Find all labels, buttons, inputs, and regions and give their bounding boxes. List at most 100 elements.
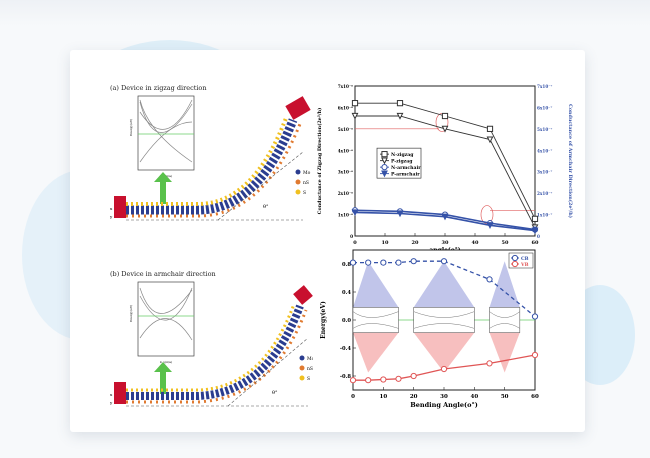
- data-point: [486, 360, 493, 367]
- y-right-tick-label: 0: [537, 234, 540, 239]
- panel-a-device-schematic: Energy(eV) k_y(π/a) θ° Mo nS S x y: [109, 95, 311, 221]
- vb-wedge: [353, 332, 399, 373]
- y-tick-label: -0.4: [340, 346, 352, 352]
- y-left-axis-label: Conductance of Zigzag Direction(2e²/h): [316, 108, 323, 215]
- y-left-tick-label: 1x10⁻⁶: [338, 213, 353, 218]
- data-point: [441, 213, 449, 221]
- x-tick-label: 20: [412, 240, 419, 246]
- legend-marker: [511, 260, 519, 268]
- legend-label: VB: [520, 262, 529, 268]
- data-point: [410, 372, 417, 380]
- data-point: [395, 259, 402, 266]
- axis-y-label: y: [109, 214, 113, 219]
- legend-ns: nS: [307, 366, 313, 372]
- band-curve: [352, 311, 399, 318]
- axis-x-label: x: [110, 206, 113, 211]
- x-tick-label: 20: [410, 394, 418, 400]
- data-point: [365, 259, 372, 266]
- arrow-icon: [154, 172, 172, 204]
- legend-marker: [381, 170, 388, 178]
- y-tick-label: 0.8: [342, 262, 351, 268]
- x-tick-label: 60: [532, 240, 539, 246]
- band-curve: [413, 311, 475, 318]
- y-left-tick-label: 4x10⁻⁶: [338, 148, 353, 153]
- panel-b-device-schematic: Energy(eV) k_y(π/a) θ° Mo nS S x y: [109, 281, 313, 407]
- y-left-tick-label: 0: [350, 234, 353, 239]
- data-point: [441, 125, 449, 133]
- band-curve: [352, 323, 399, 329]
- y-right-tick-label: 7x10⁻⁷: [537, 84, 552, 89]
- atom-chain-ns: [126, 123, 302, 218]
- top-bar: [0, 0, 650, 26]
- data-point: [440, 258, 448, 265]
- data-point: [531, 313, 539, 320]
- energy-chart: 0 10 20 30 40 50 60 -0.8 -0.4 0.0 0.4 0.8 Bending An…: [320, 249, 539, 409]
- data-point: [380, 259, 387, 266]
- data-point: [351, 112, 359, 120]
- legend-mo: Mo: [307, 356, 313, 362]
- band-structure-inset: Energy(eV) k_y(π/a): [129, 281, 195, 364]
- cb-wedge: [413, 261, 475, 308]
- data-point: [441, 112, 449, 120]
- atom-chain-mo: [126, 118, 298, 215]
- x-tick-label: 60: [531, 394, 539, 400]
- angle-label: θ°: [263, 204, 269, 210]
- x-tick-label: 10: [380, 394, 388, 400]
- x-tick-label: 50: [502, 240, 509, 246]
- angle-label: θ°: [272, 390, 278, 396]
- x-tick-label: 30: [440, 394, 448, 400]
- data-point: [531, 227, 539, 235]
- x-tick-label: 10: [382, 240, 389, 246]
- vb-wedge: [413, 332, 475, 373]
- band-inset: [413, 307, 475, 333]
- figure-card: (a) Device in zigzag direction (b) Devic…: [70, 50, 585, 432]
- y-right-tick-label: 5x10⁻⁷: [537, 127, 552, 132]
- y-tick-label: 0.0: [342, 318, 351, 324]
- inset-y-label: Energy(eV): [129, 305, 133, 322]
- data-point: [486, 125, 494, 132]
- legend-s: S: [303, 190, 306, 196]
- legend-ns: nS: [303, 180, 309, 186]
- left-electrode: [114, 382, 126, 404]
- data-point: [365, 377, 372, 384]
- x-tick-label: 40: [472, 240, 479, 246]
- data-point: [486, 136, 494, 144]
- band-structure-inset: Energy(eV) k_y(π/a): [129, 95, 195, 178]
- x-tick-label: 50: [501, 394, 509, 400]
- legend-marker: [381, 164, 388, 171]
- y-tick-label: 0.4: [342, 290, 351, 296]
- left-electrode: [114, 196, 126, 218]
- band-inset: [352, 307, 399, 333]
- y-axis-label: Energy(eV): [320, 301, 327, 339]
- band-curve: [489, 311, 520, 318]
- band-inset: [489, 307, 521, 333]
- cb-wedge: [489, 261, 520, 308]
- y-right-tick-label: 4x10⁻⁷: [537, 148, 552, 153]
- data-point: [486, 222, 494, 230]
- data-point: [351, 209, 359, 217]
- conductance-chart: 0 10 20 30 40 50 6001x10⁻⁶2x10⁻⁶3x10⁻⁶4x10⁻⁶5x…: [316, 84, 574, 252]
- legend-label: N-zigzag: [391, 152, 414, 158]
- data-point: [396, 112, 404, 120]
- data-point: [349, 377, 357, 384]
- legend-marker: [381, 151, 388, 158]
- data-point: [486, 276, 493, 283]
- data-point: [531, 351, 539, 359]
- data-point: [351, 100, 359, 107]
- data-point: [396, 210, 404, 218]
- legend-label: N-armchair: [391, 165, 421, 171]
- y-left-tick-label: 6x10⁻⁶: [338, 105, 353, 110]
- y-left-tick-label: 7x10⁻⁶: [338, 84, 353, 89]
- vb-wedge: [489, 332, 520, 373]
- right-electrode: [285, 96, 311, 120]
- y-right-tick-label: 3x10⁻⁷: [537, 170, 552, 175]
- x-tick-label: 30: [442, 240, 449, 246]
- band-curve: [489, 323, 520, 329]
- x-tick-label: 0: [351, 394, 355, 400]
- y-left-tick-label: 3x10⁻⁶: [338, 170, 353, 175]
- y-right-tick-label: 1x10⁻⁷: [537, 213, 552, 218]
- y-left-tick-label: 2x10⁻⁶: [338, 191, 353, 196]
- y-left-tick-label: 5x10⁻⁶: [338, 127, 353, 132]
- legend-label: CB: [521, 256, 529, 262]
- x-tick-label: 0: [353, 240, 357, 246]
